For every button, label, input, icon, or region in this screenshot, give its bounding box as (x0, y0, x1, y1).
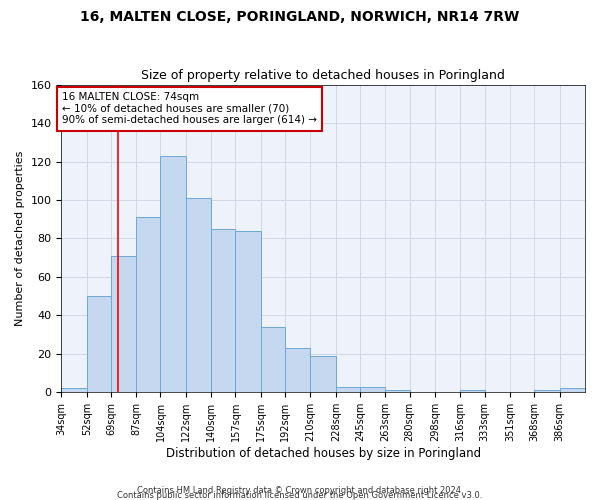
Bar (111, 256, 136, 392)
Text: 16 MALTEN CLOSE: 74sqm
← 10% of detached houses are smaller (70)
90% of semi-det: 16 MALTEN CLOSE: 74sqm ← 10% of detached… (62, 92, 317, 126)
Y-axis label: Number of detached properties: Number of detached properties (15, 151, 25, 326)
Bar (310, 356, 336, 393)
Bar (336, 386, 360, 392)
Bar (460, 390, 485, 392)
Bar (385, 390, 410, 392)
Bar (360, 386, 385, 392)
Bar (160, 156, 186, 392)
Text: Contains HM Land Registry data © Crown copyright and database right 2024.: Contains HM Land Registry data © Crown c… (137, 486, 463, 495)
Title: Size of property relative to detached houses in Poringland: Size of property relative to detached ho… (141, 69, 505, 82)
Bar (534, 390, 560, 392)
Bar (136, 218, 160, 392)
Bar (87, 296, 111, 392)
X-axis label: Distribution of detached houses by size in Poringland: Distribution of detached houses by size … (166, 447, 481, 460)
Bar (285, 348, 310, 393)
Bar (560, 388, 585, 392)
Bar (235, 231, 261, 392)
Text: 16, MALTEN CLOSE, PORINGLAND, NORWICH, NR14 7RW: 16, MALTEN CLOSE, PORINGLAND, NORWICH, N… (80, 10, 520, 24)
Bar (261, 327, 285, 392)
Bar (186, 198, 211, 392)
Bar (211, 229, 235, 392)
Bar (61, 388, 87, 392)
Text: Contains public sector information licensed under the Open Government Licence v3: Contains public sector information licen… (118, 491, 482, 500)
